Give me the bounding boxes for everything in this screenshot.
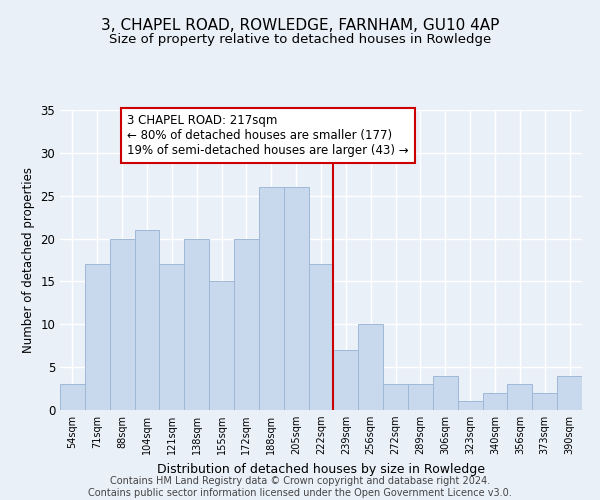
- Y-axis label: Number of detached properties: Number of detached properties: [22, 167, 35, 353]
- X-axis label: Distribution of detached houses by size in Rowledge: Distribution of detached houses by size …: [157, 462, 485, 475]
- Bar: [284, 187, 308, 410]
- Bar: [408, 384, 433, 410]
- Bar: [259, 187, 284, 410]
- Bar: [433, 376, 458, 410]
- Bar: [458, 402, 482, 410]
- Bar: [508, 384, 532, 410]
- Bar: [134, 230, 160, 410]
- Bar: [60, 384, 85, 410]
- Text: Contains HM Land Registry data © Crown copyright and database right 2024.
Contai: Contains HM Land Registry data © Crown c…: [88, 476, 512, 498]
- Bar: [482, 393, 508, 410]
- Bar: [308, 264, 334, 410]
- Text: 3 CHAPEL ROAD: 217sqm
← 80% of detached houses are smaller (177)
19% of semi-det: 3 CHAPEL ROAD: 217sqm ← 80% of detached …: [127, 114, 409, 158]
- Bar: [110, 238, 134, 410]
- Bar: [234, 238, 259, 410]
- Bar: [209, 282, 234, 410]
- Bar: [383, 384, 408, 410]
- Text: Size of property relative to detached houses in Rowledge: Size of property relative to detached ho…: [109, 32, 491, 46]
- Bar: [557, 376, 582, 410]
- Bar: [532, 393, 557, 410]
- Bar: [358, 324, 383, 410]
- Text: 3, CHAPEL ROAD, ROWLEDGE, FARNHAM, GU10 4AP: 3, CHAPEL ROAD, ROWLEDGE, FARNHAM, GU10 …: [101, 18, 499, 32]
- Bar: [85, 264, 110, 410]
- Bar: [184, 238, 209, 410]
- Bar: [160, 264, 184, 410]
- Bar: [334, 350, 358, 410]
